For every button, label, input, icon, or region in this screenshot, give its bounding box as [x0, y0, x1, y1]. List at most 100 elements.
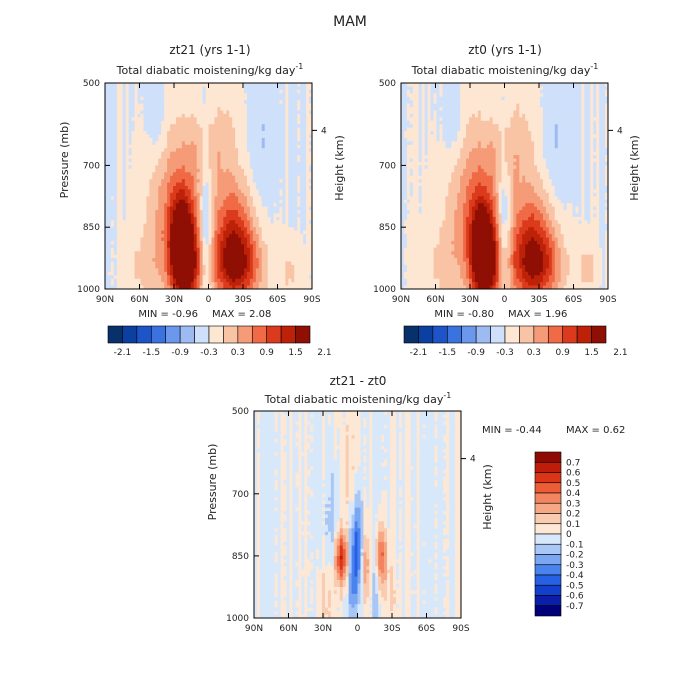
- heatmap-cell: [164, 210, 168, 214]
- heatmap-cell: [122, 216, 127, 221]
- heatmap-cell: [158, 124, 162, 129]
- heatmap-cell: [261, 254, 266, 259]
- heatmap-cell: [134, 196, 138, 201]
- heatmap-cell: [193, 271, 198, 276]
- heatmap-cell: [220, 220, 224, 225]
- heatmap-cell: [119, 223, 124, 228]
- heatmap-cell: [229, 271, 233, 276]
- heatmap-cell: [273, 213, 277, 218]
- heatmap-cell: [246, 268, 251, 273]
- heatmap-cell: [158, 117, 162, 122]
- heatmap-cell: [294, 216, 298, 221]
- heatmap-cell: [199, 275, 203, 280]
- heatmap-cell: [199, 182, 203, 187]
- heatmap-cell: [309, 234, 313, 238]
- heatmap-cell: [164, 278, 168, 283]
- heatmap-cell: [522, 86, 526, 91]
- heatmap-cell: [258, 117, 263, 122]
- heatmap-cell: [149, 234, 153, 238]
- heatmap-cell: [131, 268, 135, 273]
- heatmap-cell: [267, 158, 271, 163]
- heatmap-cell: [196, 96, 201, 101]
- heatmap-cell: [235, 271, 239, 276]
- heatmap-cell: [181, 227, 186, 232]
- heatmap-cell: [116, 165, 121, 170]
- heatmap-cell: [122, 107, 127, 111]
- heatmap-cell: [217, 282, 221, 286]
- heatmap-cell: [205, 175, 209, 180]
- heatmap-cell: [202, 93, 206, 98]
- heatmap-cell: [246, 220, 251, 225]
- heatmap-cell: [175, 161, 180, 166]
- heatmap-cell: [243, 216, 248, 221]
- heatmap-cell: [134, 240, 138, 245]
- heatmap-cell: [170, 275, 174, 280]
- heatmap-cell: [184, 144, 189, 149]
- heatmap-cell: [232, 179, 236, 183]
- heatmap-cell: [572, 110, 576, 115]
- heatmap-cell: [113, 158, 118, 163]
- heatmap-cell: [238, 196, 242, 201]
- heatmap-cell: [246, 240, 251, 245]
- heatmap-cell: [249, 285, 254, 290]
- heatmap-cell: [406, 86, 411, 91]
- heatmap-cell: [170, 282, 174, 286]
- heatmap-cell: [190, 127, 195, 132]
- heatmap-cell: [291, 158, 295, 163]
- heatmap-cell: [273, 96, 277, 101]
- heatmap-cell: [578, 93, 582, 98]
- heatmap-cell: [134, 155, 138, 159]
- heatmap-cell: [602, 86, 606, 91]
- heatmap-cell: [528, 83, 532, 87]
- heatmap-cell: [208, 175, 212, 180]
- heatmap-cell: [480, 89, 485, 94]
- heatmap-cell: [306, 189, 310, 194]
- heatmap-cell: [214, 199, 218, 204]
- heatmap-cell: [297, 234, 301, 238]
- heatmap-cell: [184, 189, 189, 194]
- heatmap-cell: [264, 223, 269, 228]
- heatmap-cell: [125, 261, 130, 266]
- heatmap-cell: [155, 168, 159, 173]
- heatmap-cell: [288, 168, 292, 173]
- heatmap-cell: [152, 134, 156, 139]
- heatmap-cell: [208, 247, 212, 252]
- heatmap-cell: [279, 213, 283, 218]
- heatmap-cell: [202, 258, 206, 262]
- heatmap-cell: [196, 131, 201, 135]
- heatmap-cell: [116, 220, 121, 225]
- heatmap-cell: [309, 137, 313, 142]
- heatmap-cell: [146, 148, 150, 153]
- heatmap-cell: [122, 127, 127, 132]
- heatmap-cell: [193, 182, 198, 187]
- heatmap-cell: [122, 158, 127, 163]
- heatmap-cell: [137, 251, 141, 256]
- heatmap-cell: [175, 278, 180, 283]
- heatmap-cell: [261, 168, 266, 173]
- heatmap-cell: [235, 192, 239, 197]
- heatmap-cell: [445, 117, 449, 122]
- heatmap-cell: [196, 179, 201, 183]
- heatmap-cell: [105, 206, 109, 211]
- heatmap-cell: [140, 282, 144, 286]
- heatmap-cell: [264, 278, 269, 283]
- heatmap-cell: [173, 83, 177, 87]
- heatmap-cell: [246, 254, 251, 259]
- heatmap-cell: [483, 107, 488, 111]
- heatmap-cell: [164, 234, 168, 238]
- heatmap-cell: [146, 131, 150, 135]
- heatmap-cell: [205, 117, 209, 122]
- heatmap-cell: [229, 220, 233, 225]
- heatmap-cell: [258, 237, 263, 242]
- heatmap-cell: [226, 124, 230, 129]
- heatmap-cell: [202, 148, 206, 153]
- heatmap-cell: [249, 282, 254, 286]
- heatmap-cell: [264, 120, 269, 125]
- heatmap-cell: [181, 282, 186, 286]
- heatmap-cell: [300, 268, 304, 273]
- heatmap-cell: [454, 110, 458, 115]
- heatmap-cell: [294, 199, 298, 204]
- heatmap-cell: [134, 268, 138, 273]
- heatmap-cell: [122, 131, 127, 135]
- heatmap-cell: [243, 83, 248, 87]
